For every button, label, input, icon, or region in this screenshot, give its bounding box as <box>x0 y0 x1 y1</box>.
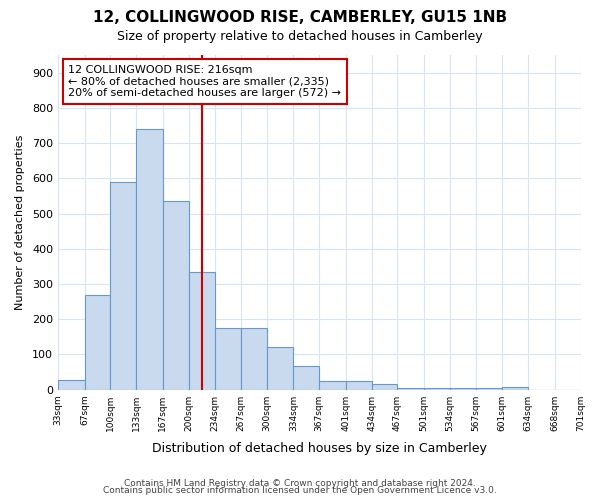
Text: 12 COLLINGWOOD RISE: 216sqm
← 80% of detached houses are smaller (2,335)
20% of : 12 COLLINGWOOD RISE: 216sqm ← 80% of det… <box>68 65 341 98</box>
Bar <box>450 388 476 390</box>
Bar <box>371 384 397 390</box>
Bar <box>188 272 215 390</box>
Bar <box>346 381 371 390</box>
Bar <box>319 381 346 390</box>
Text: Size of property relative to detached houses in Camberley: Size of property relative to detached ho… <box>117 30 483 43</box>
X-axis label: Distribution of detached houses by size in Camberley: Distribution of detached houses by size … <box>152 442 487 455</box>
Bar <box>293 366 319 390</box>
Text: Contains public sector information licensed under the Open Government Licence v3: Contains public sector information licen… <box>103 486 497 495</box>
Bar <box>267 348 293 390</box>
Bar <box>58 380 85 390</box>
Y-axis label: Number of detached properties: Number of detached properties <box>15 134 25 310</box>
Bar <box>85 294 110 390</box>
Bar <box>163 201 188 390</box>
Bar <box>241 328 267 390</box>
Bar <box>110 182 136 390</box>
Bar <box>215 328 241 390</box>
Bar <box>397 388 424 390</box>
Bar <box>502 387 528 390</box>
Bar <box>136 129 163 390</box>
Bar <box>476 388 502 390</box>
Bar <box>424 388 450 390</box>
Text: Contains HM Land Registry data © Crown copyright and database right 2024.: Contains HM Land Registry data © Crown c… <box>124 478 476 488</box>
Text: 12, COLLINGWOOD RISE, CAMBERLEY, GU15 1NB: 12, COLLINGWOOD RISE, CAMBERLEY, GU15 1N… <box>93 10 507 25</box>
